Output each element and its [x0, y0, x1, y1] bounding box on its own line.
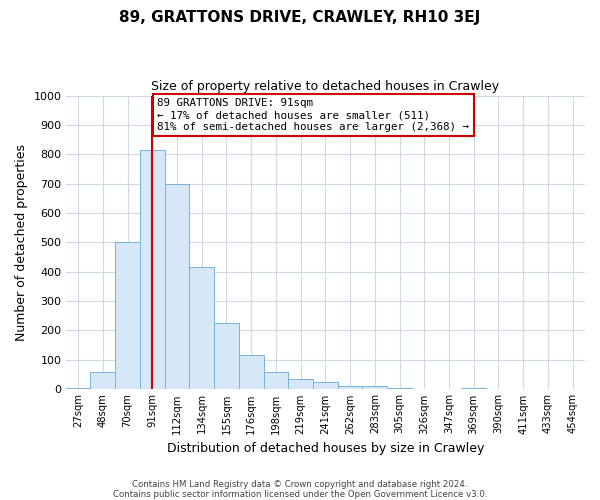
X-axis label: Distribution of detached houses by size in Crawley: Distribution of detached houses by size …: [167, 442, 484, 455]
Bar: [288, 379, 313, 389]
Bar: [387, 388, 412, 389]
Bar: [263, 372, 288, 389]
Bar: [239, 356, 263, 389]
Bar: [338, 386, 362, 389]
Bar: [190, 268, 214, 389]
Text: Contains public sector information licensed under the Open Government Licence v3: Contains public sector information licen…: [113, 490, 487, 499]
Bar: [66, 388, 91, 389]
Bar: [164, 184, 190, 389]
Bar: [140, 150, 164, 389]
Y-axis label: Number of detached properties: Number of detached properties: [15, 144, 28, 341]
Text: Contains HM Land Registry data © Crown copyright and database right 2024.: Contains HM Land Registry data © Crown c…: [132, 480, 468, 489]
Bar: [214, 323, 239, 389]
Text: 89 GRATTONS DRIVE: 91sqm
← 17% of detached houses are smaller (511)
81% of semi-: 89 GRATTONS DRIVE: 91sqm ← 17% of detach…: [157, 98, 469, 132]
Bar: [362, 386, 387, 389]
Bar: [313, 382, 338, 389]
Title: Size of property relative to detached houses in Crawley: Size of property relative to detached ho…: [151, 80, 499, 93]
Text: 89, GRATTONS DRIVE, CRAWLEY, RH10 3EJ: 89, GRATTONS DRIVE, CRAWLEY, RH10 3EJ: [119, 10, 481, 25]
Bar: [115, 242, 140, 389]
Bar: [461, 388, 486, 389]
Bar: [91, 372, 115, 389]
